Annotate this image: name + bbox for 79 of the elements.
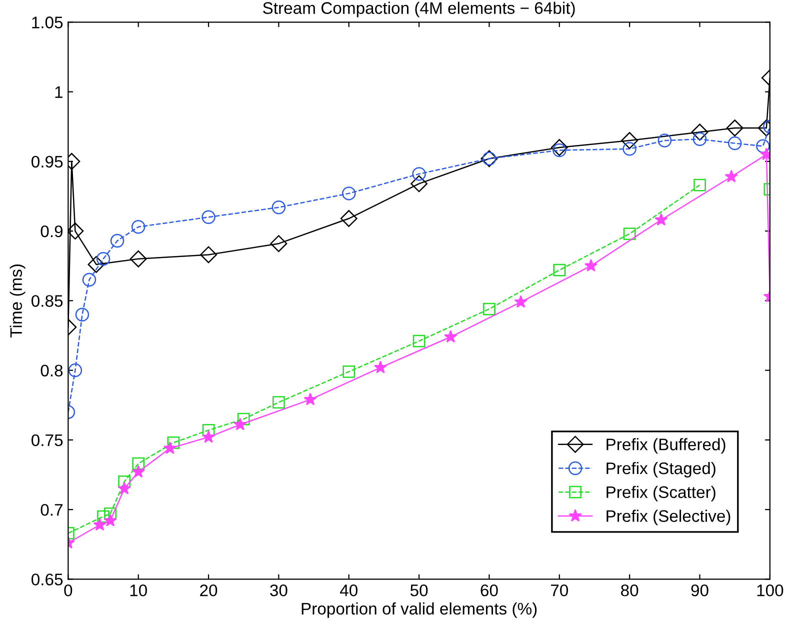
point [202, 210, 216, 224]
point [340, 210, 358, 227]
point [623, 228, 636, 240]
x-tick-label: 30 [270, 584, 288, 596]
y-tick-label: 0.65 [32, 574, 63, 586]
point [104, 514, 117, 526]
y-tick-label: 0.75 [32, 434, 63, 446]
point [202, 424, 215, 436]
x-tick-label: 10 [130, 584, 147, 596]
point [88, 256, 105, 273]
point [234, 418, 247, 430]
point [270, 235, 288, 252]
x-tick-label: 70 [550, 584, 568, 596]
x-tick-label: 0 [64, 584, 72, 596]
legend-label: Prefix (Buffered) [606, 438, 726, 454]
y-tick-label: 0.9 [40, 225, 63, 238]
y-tick-label: 1.05 [32, 16, 63, 28]
point [272, 396, 285, 409]
point [110, 234, 124, 248]
x-tick-label: 100 [757, 584, 784, 596]
x-axis-title: Proportion of valid elements (%) [302, 602, 537, 618]
point [163, 441, 176, 454]
point [410, 175, 428, 192]
point [553, 264, 566, 276]
y-tick-label: 1 [55, 86, 62, 98]
point [412, 167, 426, 181]
x-tick-label: 80 [621, 584, 638, 596]
point [68, 222, 84, 240]
point [374, 360, 388, 374]
point [132, 465, 145, 478]
point [202, 430, 216, 443]
point [130, 250, 147, 268]
point [550, 139, 568, 156]
point [104, 508, 116, 520]
point [118, 482, 131, 494]
point [237, 412, 250, 426]
y-tick-label: 0.95 [32, 156, 63, 168]
legend-label: Prefix (Scatter) [606, 486, 716, 502]
point [726, 120, 744, 136]
point [304, 392, 317, 406]
point [728, 136, 742, 150]
point [514, 295, 528, 308]
chart-title: Stream Compaction (4M elements − 64bit) [263, 2, 575, 18]
x-tick-label: 90 [691, 584, 708, 596]
point [82, 272, 96, 287]
y-tick-label: 0.7 [40, 504, 62, 516]
point [622, 142, 636, 156]
point [342, 366, 356, 378]
point [412, 334, 426, 348]
legend-label: Prefix (Selective) [606, 510, 730, 526]
point [200, 246, 217, 264]
point [756, 139, 770, 153]
point [621, 132, 638, 150]
point [691, 124, 708, 141]
point [584, 258, 598, 272]
point [131, 220, 146, 234]
x-tick-label: 60 [480, 584, 498, 596]
point [97, 510, 110, 523]
y-tick-label: 0.85 [32, 295, 63, 307]
point [444, 330, 458, 343]
point [272, 200, 286, 214]
legend-label: Prefix (Staged) [606, 462, 716, 478]
point [167, 436, 180, 449]
x-tick-label: 20 [200, 584, 218, 596]
x-tick-label: 50 [410, 584, 428, 596]
x-tick-label: 40 [340, 584, 358, 596]
y-axis-title: Time (ms) [10, 264, 26, 338]
point [68, 363, 82, 378]
y-tick-label: 0.8 [40, 364, 63, 377]
point [93, 518, 106, 531]
point [118, 476, 130, 488]
point [75, 308, 90, 322]
point [132, 457, 145, 470]
point [724, 170, 738, 182]
point [658, 134, 672, 148]
point [654, 213, 668, 226]
point [694, 178, 706, 192]
point [342, 186, 356, 200]
point [483, 302, 496, 316]
